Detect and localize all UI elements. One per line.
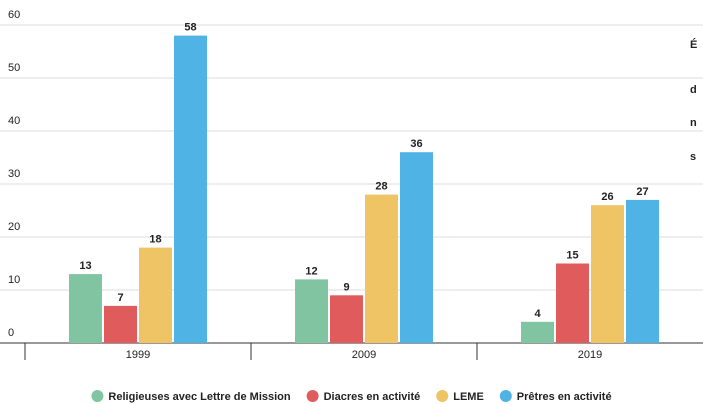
legend-swatch	[306, 390, 319, 402]
legend-swatch	[499, 390, 512, 402]
title-fragment: n	[690, 117, 697, 129]
legend-label: Prêtres en activité	[517, 391, 612, 403]
bar	[104, 305, 137, 343]
data-label: 12	[305, 265, 317, 277]
data-label: 4	[534, 308, 541, 320]
y-tick-label: 40	[8, 115, 20, 127]
legend-swatch	[436, 390, 449, 402]
bar	[626, 199, 659, 343]
y-tick-label: 30	[8, 168, 20, 180]
legend-label: LEME	[453, 391, 484, 403]
bar	[139, 247, 172, 343]
y-tick-label: 10	[8, 274, 20, 286]
data-label: 13	[79, 260, 91, 272]
bar	[174, 35, 207, 343]
y-tick-label: 60	[8, 9, 20, 21]
bar	[330, 295, 363, 343]
bar	[591, 205, 624, 343]
data-label: 27	[636, 186, 648, 198]
x-tick-label: 1999	[126, 349, 150, 361]
y-tick-label: 0	[8, 327, 14, 339]
bar	[521, 321, 554, 343]
data-label: 9	[343, 281, 349, 293]
y-tick-label: 20	[8, 221, 20, 233]
legend: Religieuses avec Lettre de Mission Diacre…	[91, 390, 612, 403]
x-tick-label: 2019	[578, 349, 602, 361]
title-fragment: s	[690, 151, 696, 163]
legend-label: Religieuses avec Lettre de Mission	[108, 391, 290, 403]
y-tick-label: 50	[8, 62, 20, 74]
data-label: 36	[410, 138, 422, 150]
data-label: 28	[375, 181, 387, 193]
bar	[365, 194, 398, 343]
legend-label: Diacres en activité	[324, 391, 421, 403]
bar	[400, 152, 433, 343]
data-label: 18	[149, 234, 161, 246]
title-fragment: d	[690, 84, 697, 96]
data-label: 7	[117, 292, 123, 304]
data-label: 26	[601, 191, 613, 203]
bar	[69, 274, 102, 343]
title-fragment: É	[690, 38, 697, 51]
data-label: 15	[566, 250, 578, 262]
legend-swatch	[91, 390, 104, 402]
data-label: 58	[184, 22, 196, 34]
bar	[556, 263, 589, 343]
x-tick-label: 2009	[352, 349, 376, 361]
bar	[295, 279, 328, 343]
